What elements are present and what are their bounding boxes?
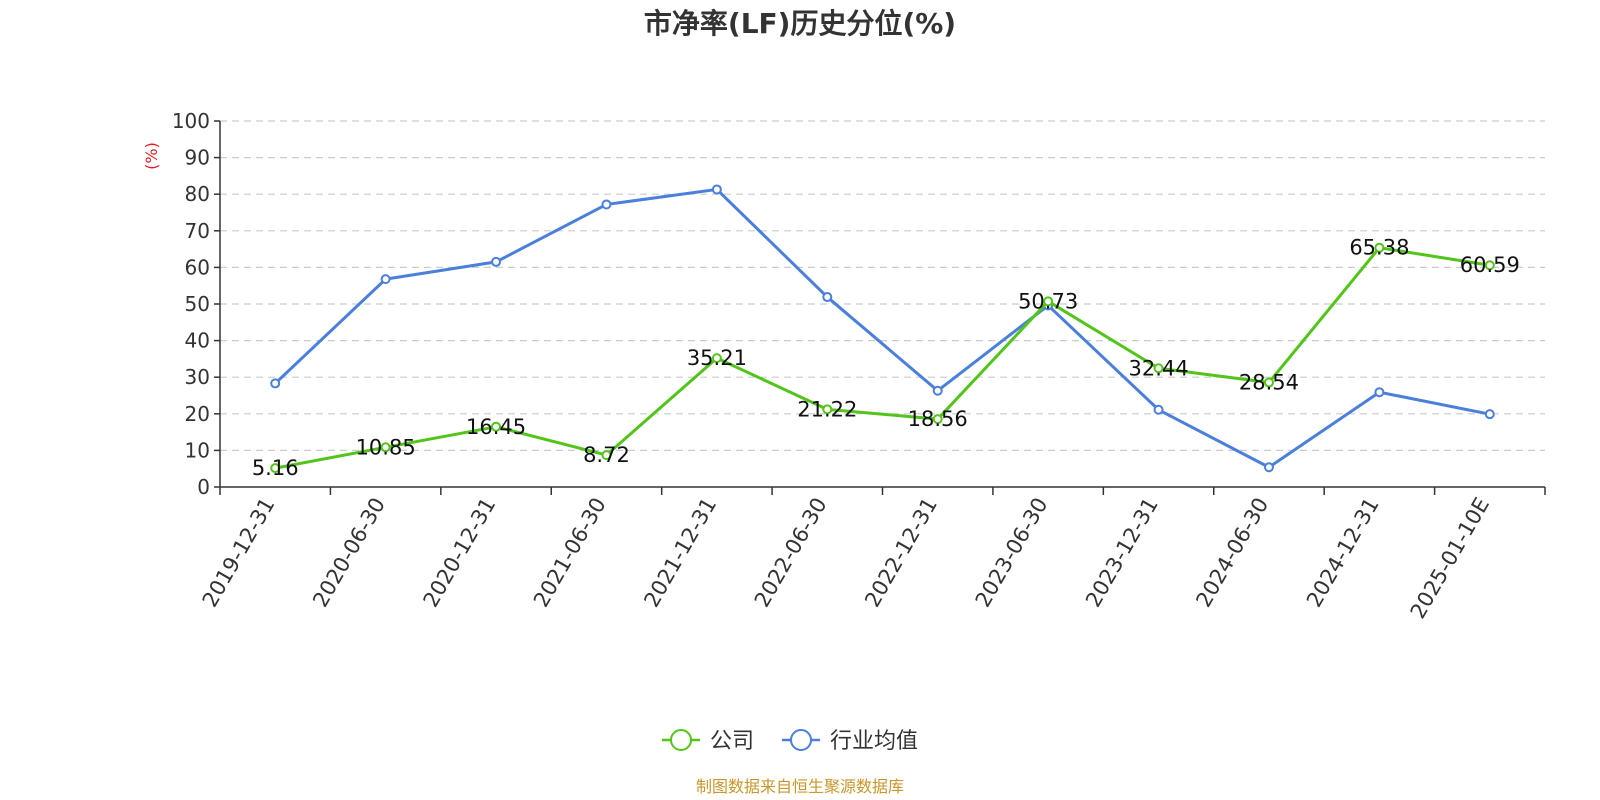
data-point[interactable] [932, 385, 943, 396]
data-label: 18.56 [908, 407, 968, 431]
data-point[interactable] [380, 274, 391, 285]
x-tick-label: 2023-12-31 [1081, 494, 1163, 612]
y-tick-label: 0 [197, 475, 210, 499]
y-tick-label: 30 [185, 365, 210, 389]
x-tick-label: 2021-06-30 [529, 494, 611, 612]
axes [214, 120, 1546, 495]
data-point[interactable] [491, 421, 502, 432]
data-point[interactable] [1153, 363, 1164, 374]
data-label: 21.22 [797, 397, 857, 421]
data-point[interactable] [270, 378, 281, 389]
data-point[interactable] [601, 199, 612, 210]
legend-marker [790, 729, 812, 751]
data-point[interactable] [1484, 409, 1495, 420]
data-label: 10.85 [356, 435, 416, 459]
data-point[interactable] [1484, 260, 1495, 271]
data-label: 8.72 [583, 443, 630, 467]
y-tick-label: 50 [185, 292, 210, 316]
x-tick-label: 2021-12-31 [639, 494, 721, 612]
y-tick-label: 60 [185, 255, 210, 279]
legend-label: 公司 [710, 729, 754, 754]
chart-title: 市净率(LF)历史分位(%) [644, 7, 956, 40]
data-point[interactable] [1153, 404, 1164, 415]
x-tick-label: 2024-06-30 [1191, 494, 1273, 612]
data-label: 35.21 [687, 346, 747, 370]
data-point[interactable] [1263, 377, 1274, 388]
y-axis-label: (%) [142, 142, 161, 170]
x-tick-label: 2020-06-30 [308, 494, 390, 612]
x-tick-label: 2024-12-31 [1302, 494, 1384, 612]
data-point[interactable] [822, 292, 833, 303]
y-tick-labels: 0 10 20 30 40 50 60 70 80 90 100 [172, 109, 210, 499]
data-label: 16.45 [466, 415, 526, 439]
x-tick-label: 2019-12-31 [198, 494, 280, 612]
y-tick-label: 100 [172, 109, 210, 133]
data-label: 60.59 [1460, 253, 1520, 277]
legend-marker [670, 729, 692, 751]
data-label: 50.73 [1018, 289, 1078, 313]
y-tick-label: 70 [185, 219, 210, 243]
data-point[interactable] [1263, 462, 1274, 473]
source-note: 制图数据来自恒生聚源数据库 [696, 777, 904, 796]
data-label: 5.16 [252, 456, 299, 480]
data-label: 32.44 [1128, 356, 1188, 380]
data-labels: 5.16 10.85 16.45 8.72 35.21 21.22 18.56 50.73 32… [252, 236, 1520, 480]
y-tick-label: 40 [185, 329, 210, 353]
data-point[interactable] [1374, 387, 1385, 398]
data-label: 28.54 [1239, 371, 1299, 395]
grid-lines [220, 120, 1545, 451]
data-point[interactable] [711, 184, 722, 195]
data-point[interactable] [1043, 296, 1054, 307]
data-point[interactable] [601, 450, 612, 461]
x-tick-label: 2022-12-31 [860, 493, 942, 611]
y-tick-label: 20 [185, 402, 210, 426]
y-tick-label: 10 [185, 438, 210, 462]
x-tick-label: 2023-06-30 [971, 494, 1053, 612]
series-line [274, 246, 1491, 470]
data-point[interactable] [1374, 242, 1385, 253]
data-label: 65.38 [1349, 236, 1409, 260]
data-point[interactable] [491, 256, 502, 267]
series-group [270, 184, 1495, 474]
y-tick-label: 80 [185, 182, 210, 206]
x-tick-label: 2022-06-30 [750, 494, 832, 612]
legend-item[interactable]: 公司 [662, 729, 754, 754]
series-line [274, 187, 1491, 469]
x-tick-labels: 2019-12-31 2020-06-30 2020-12-31 2021-06-30… [198, 493, 1494, 622]
legend[interactable]: 公司 行业均值 [662, 729, 918, 754]
x-tick-label: 2025-01-10E [1406, 494, 1494, 623]
data-point[interactable] [711, 353, 722, 364]
x-tick-label: 2020-12-31 [419, 493, 501, 611]
data-point[interactable] [932, 414, 943, 425]
data-point[interactable] [270, 463, 281, 474]
y-tick-label: 90 [185, 146, 210, 170]
data-point[interactable] [380, 442, 391, 453]
data-point[interactable] [822, 404, 833, 415]
legend-label: 行业均值 [830, 729, 918, 754]
legend-item[interactable]: 行业均值 [782, 729, 918, 754]
